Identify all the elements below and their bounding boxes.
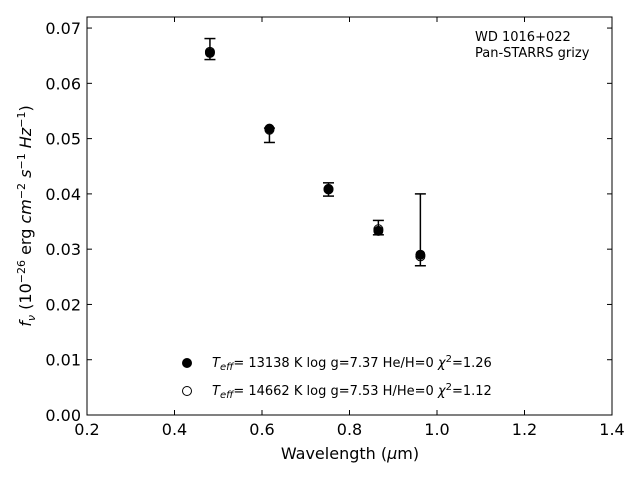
x-tick-label: 0.6 — [249, 420, 274, 439]
x-tick-label: 0.2 — [74, 420, 99, 439]
legend: Teff= 13138 K log g=7.37 He/H=0 χ2=1.26 … — [182, 354, 492, 401]
model-point-open-y — [415, 251, 426, 262]
x-tick-label: 1.0 — [424, 420, 449, 439]
y-tick-label: 0.02 — [45, 295, 81, 314]
y-tick-label: 0.05 — [45, 130, 81, 149]
annotation-object: WD 1016+022 — [475, 30, 571, 45]
y-tick-label: 0.06 — [45, 74, 81, 93]
y-axis-label: fν (10−26 erg cm−2 s−1 Hz−1) — [15, 105, 38, 326]
x-tick-label: 0.4 — [162, 420, 187, 439]
legend-marker-filled — [182, 358, 192, 368]
x-tick-label: 0.8 — [337, 420, 362, 439]
legend-label-hydrogen-model: Teff= 13138 K log g=7.37 He/H=0 χ2=1.26 — [212, 354, 492, 373]
data-markers — [204, 46, 426, 262]
y-tick-label: 0.03 — [45, 240, 81, 259]
y-tick-label: 0.01 — [45, 351, 81, 370]
model-point-open-z — [373, 224, 384, 235]
model-point-open-r — [264, 124, 275, 135]
y-tick-label: 0.04 — [45, 185, 81, 204]
x-tick-label: 1.2 — [512, 420, 537, 439]
error-bars — [204, 37, 426, 267]
x-axis-ticks: 0.2 0.4 0.6 0.8 1.0 1.2 1.4 — [74, 17, 625, 439]
legend-label-helium-model: Teff= 14662 K log g=7.53 H/He=0 χ2=1.12 — [212, 382, 492, 401]
annotation-survey: Pan-STARRS grizy — [475, 46, 590, 61]
legend-marker-open — [182, 386, 192, 396]
y-axis-ticks: 0.00 0.01 0.02 0.03 0.04 0.05 0.06 0.07 — [45, 19, 612, 425]
x-tick-label: 1.4 — [599, 420, 624, 439]
y-tick-label: 0.00 — [45, 406, 81, 425]
y-tick-label: 0.07 — [45, 19, 81, 38]
model-point-open-i — [323, 183, 334, 194]
model-point-open-g — [204, 46, 215, 57]
x-axis-label: Wavelength (μm) — [281, 444, 419, 463]
